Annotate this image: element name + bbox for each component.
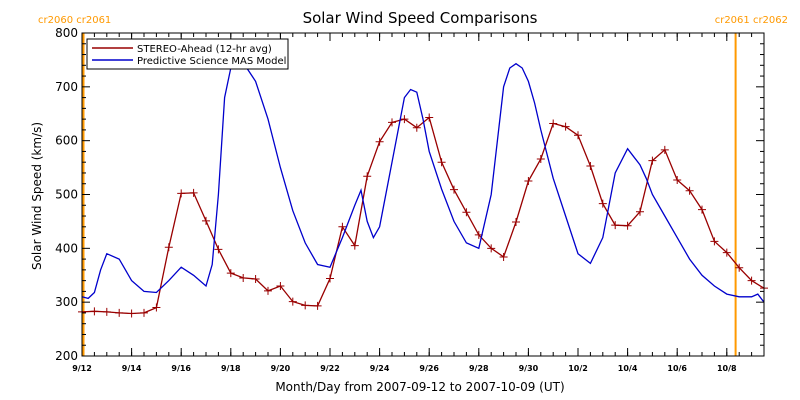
data-point-stereo bbox=[561, 122, 570, 131]
data-point-stereo bbox=[673, 175, 682, 184]
data-point-stereo bbox=[313, 301, 322, 310]
data-point-stereo bbox=[102, 307, 111, 316]
x-tick-label: 9/14 bbox=[122, 364, 142, 373]
y-axis: 200 300 400 500 600 700 800 bbox=[55, 26, 764, 363]
x-tick-label: 9/18 bbox=[221, 364, 241, 373]
data-point-stereo bbox=[636, 207, 644, 216]
data-point-stereo bbox=[549, 119, 558, 128]
x-tick-label: 10/8 bbox=[717, 364, 737, 373]
data-point-stereo bbox=[226, 269, 235, 278]
data-point-stereo bbox=[375, 137, 384, 146]
data-point-stereo bbox=[722, 248, 731, 257]
y-tick-label: 400 bbox=[55, 241, 78, 255]
y-tick-label: 700 bbox=[55, 80, 78, 94]
chart-title: Solar Wind Speed Comparisons bbox=[303, 9, 538, 27]
data-point-stereo bbox=[524, 177, 533, 186]
data-point-stereo bbox=[425, 113, 434, 122]
x-tick-label: 9/22 bbox=[320, 364, 340, 373]
data-point-stereo bbox=[264, 286, 272, 295]
legend-label-model: Predictive Science MAS Model bbox=[137, 56, 286, 67]
x-axis-label: Month/Day from 2007-09-12 to 2007-10-09 … bbox=[275, 380, 564, 394]
data-point-stereo bbox=[611, 221, 620, 230]
y-tick-label: 300 bbox=[55, 295, 78, 309]
data-point-stereo bbox=[462, 208, 471, 217]
data-point-stereo bbox=[251, 275, 260, 284]
data-point-stereo bbox=[326, 274, 334, 283]
data-point-stereo bbox=[214, 245, 223, 254]
x-tick-label: 9/16 bbox=[171, 364, 191, 373]
data-point-stereo bbox=[152, 303, 161, 312]
data-point-stereo bbox=[735, 263, 744, 272]
data-point-stereo bbox=[698, 205, 706, 214]
y-tick-label: 800 bbox=[55, 26, 78, 40]
data-point-stereo bbox=[202, 216, 210, 225]
data-point-stereo bbox=[164, 243, 173, 252]
data-point-stereo bbox=[276, 282, 285, 291]
data-point-stereo bbox=[301, 301, 310, 310]
data-point-stereo bbox=[512, 217, 520, 226]
series-line-model bbox=[81, 60, 765, 303]
data-point-stereo bbox=[660, 145, 669, 154]
data-point-stereo bbox=[710, 237, 719, 246]
data-point-stereo bbox=[747, 276, 756, 285]
data-point-stereo bbox=[586, 161, 595, 170]
series-layer bbox=[78, 60, 768, 318]
data-point-stereo bbox=[288, 297, 297, 306]
legend-label-stereo: STEREO-Ahead (12-hr avg) bbox=[137, 44, 272, 55]
x-tick-label: 9/28 bbox=[469, 364, 489, 373]
data-point-stereo bbox=[338, 222, 347, 231]
data-point-stereo bbox=[400, 115, 409, 124]
data-point-stereo bbox=[127, 309, 136, 318]
data-point-stereo bbox=[90, 307, 99, 316]
x-axis: 9/12 9/14 9/16 9/18 9/20 9/22 9/24 9/26 9/28 9/30… bbox=[72, 33, 765, 373]
data-point-stereo bbox=[536, 154, 545, 163]
legend-box bbox=[86, 38, 289, 70]
x-tick-label: 9/12 bbox=[72, 364, 92, 373]
data-point-stereo bbox=[412, 123, 421, 132]
y-axis-label: Solar Wind Speed (km/s) bbox=[30, 122, 44, 270]
data-point-stereo bbox=[487, 244, 496, 253]
x-tick-label: 10/4 bbox=[618, 364, 638, 373]
data-point-stereo bbox=[574, 131, 582, 140]
data-point-stereo bbox=[685, 186, 694, 195]
data-point-stereo bbox=[598, 199, 607, 208]
x-tick-label: 9/26 bbox=[419, 364, 439, 373]
rotation-label-right: cr2061 cr2062 bbox=[715, 15, 788, 26]
data-point-stereo bbox=[437, 158, 446, 167]
data-point-stereo bbox=[177, 189, 186, 198]
x-tick-label: 9/20 bbox=[271, 364, 291, 373]
data-point-stereo bbox=[350, 241, 359, 250]
y-tick-label: 600 bbox=[55, 134, 78, 148]
data-point-stereo bbox=[363, 172, 372, 181]
x-tick-label: 10/6 bbox=[667, 364, 687, 373]
data-point-stereo bbox=[450, 185, 458, 194]
data-point-stereo bbox=[623, 221, 632, 230]
data-point-stereo bbox=[239, 273, 248, 282]
rotation-label-left: cr2060 cr2061 bbox=[38, 15, 111, 26]
data-point-stereo bbox=[388, 118, 396, 127]
x-tick-label: 9/24 bbox=[370, 364, 390, 373]
legend: STEREO-Ahead (12-hr avg) Predictive Scie… bbox=[86, 38, 289, 70]
y-tick-label: 500 bbox=[55, 188, 78, 202]
data-point-stereo bbox=[115, 308, 124, 317]
data-point-stereo bbox=[189, 188, 198, 197]
data-point-stereo bbox=[140, 308, 148, 317]
series-line-stereo bbox=[81, 116, 765, 315]
data-point-stereo bbox=[499, 252, 508, 261]
x-tick-label: 9/30 bbox=[519, 364, 539, 373]
x-tick-label: 10/2 bbox=[568, 364, 588, 373]
y-tick-label: 200 bbox=[55, 349, 78, 363]
plot-frame bbox=[81, 32, 765, 357]
data-point-stereo bbox=[648, 156, 657, 165]
